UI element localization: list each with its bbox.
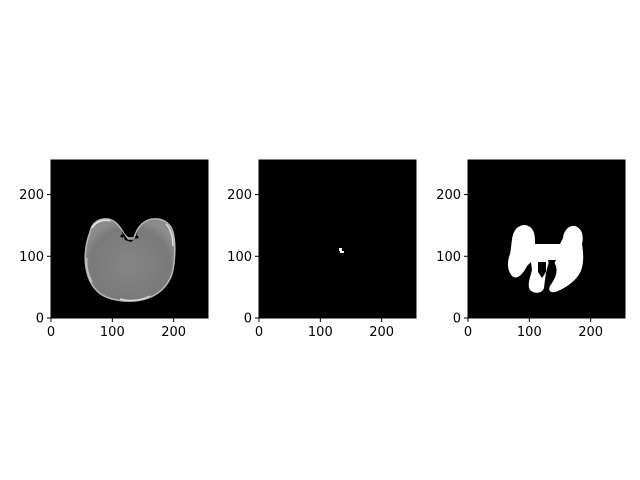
- x-tick-label: 100: [517, 325, 542, 340]
- x-tick-label: 0: [464, 325, 472, 340]
- mask-region: [507, 225, 584, 293]
- x-tick-label: 200: [369, 325, 394, 340]
- brain-slice-image: [84, 218, 176, 302]
- y-tick-label: 0: [453, 312, 461, 327]
- axes-frame: [258, 159, 417, 319]
- axes-small-mask: 0 100 200 0 100 200: [227, 159, 417, 340]
- y-tick-label: 200: [227, 188, 252, 203]
- mask-spot: [339, 248, 344, 253]
- y-tick-label: 0: [36, 312, 44, 327]
- y-tick-label: 100: [436, 250, 461, 265]
- x-tick-label: 200: [578, 325, 603, 340]
- x-tick-label: 0: [47, 325, 55, 340]
- image-background: [259, 160, 416, 318]
- y-tick-label: 100: [19, 250, 44, 265]
- panel-ct-slice: [51, 160, 208, 318]
- panel-small-mask: [259, 160, 416, 318]
- y-tick-label: 200: [19, 188, 44, 203]
- axes-ct-slice: 0 100 200 0 100 200: [19, 159, 209, 340]
- y-tick-label: 100: [227, 250, 252, 265]
- y-tick-label: 200: [436, 188, 461, 203]
- panel-region-mask: [468, 160, 625, 318]
- image-background: [468, 160, 625, 318]
- x-tick-label: 0: [255, 325, 263, 340]
- axes-region-mask: 0 100 200 0 100 200: [436, 159, 626, 340]
- x-tick-label: 200: [161, 325, 186, 340]
- x-tick-label: 100: [100, 325, 125, 340]
- axes-frame: [50, 159, 209, 319]
- y-tick-label: 0: [244, 312, 252, 327]
- x-tick-label: 100: [308, 325, 333, 340]
- axes-frame: [467, 159, 626, 319]
